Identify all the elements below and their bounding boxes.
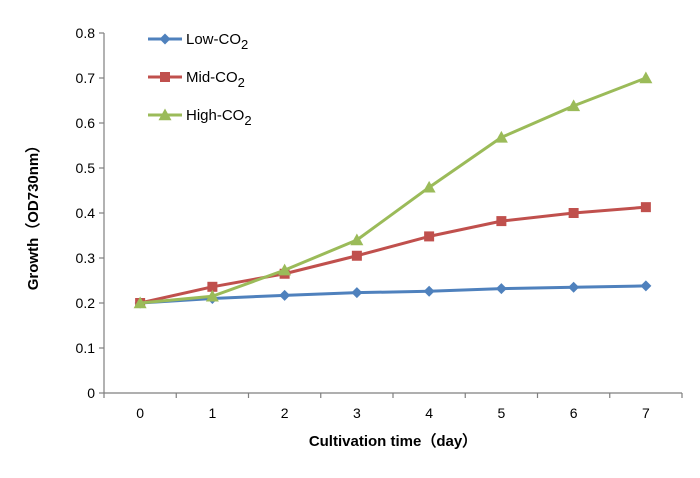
series-line	[139, 76, 647, 305]
series-high-co	[133, 71, 653, 309]
series-layer	[133, 71, 653, 309]
legend-label: Low-CO2	[186, 31, 248, 52]
data-point	[207, 281, 218, 292]
data-point	[279, 289, 291, 301]
data-point	[640, 202, 651, 213]
y-axis-title: Growth（OD730nm）	[24, 138, 42, 291]
y-tick-label: 0.3	[76, 250, 96, 266]
y-tick-label: 0.1	[76, 340, 96, 356]
legend-marker	[159, 33, 171, 45]
x-axis-title: Cultivation time（day）	[309, 432, 477, 450]
legend-label: Mid-CO2	[186, 69, 245, 90]
data-point	[494, 130, 508, 143]
x-tick-label: 5	[497, 405, 505, 421]
data-point	[205, 289, 219, 302]
data-point	[640, 280, 652, 292]
data-point	[351, 250, 362, 261]
legend-marker	[158, 108, 172, 121]
data-point	[424, 231, 435, 242]
data-point	[639, 71, 653, 84]
y-tick-label: 0.2	[76, 295, 96, 311]
y-tick-label: 0.4	[76, 205, 96, 221]
series-line	[139, 205, 646, 305]
data-point	[568, 281, 580, 293]
data-point	[351, 287, 363, 299]
legend-entry: Low-CO2	[148, 31, 248, 52]
legend: Low-CO2 Mid-CO2 High-CO2	[148, 31, 252, 128]
data-point	[278, 263, 292, 276]
y-axis-ticks: 0 0.1 0.2 0.3 0.4 0.5 0.6 0.7 0.8	[76, 25, 104, 401]
data-point	[422, 180, 436, 193]
x-tick-label: 2	[281, 405, 289, 421]
legend-entry: High-CO2	[148, 107, 252, 128]
legend-entry: Mid-CO2	[148, 69, 245, 90]
legend-marker	[160, 72, 170, 82]
data-point	[133, 296, 147, 309]
data-point	[496, 216, 507, 227]
data-point	[495, 283, 507, 295]
x-tick-label: 7	[642, 405, 650, 421]
series-line	[140, 284, 646, 305]
x-tick-label: 6	[570, 405, 578, 421]
data-point	[568, 208, 579, 218]
data-point	[350, 233, 364, 246]
data-point	[567, 99, 581, 112]
x-tick-label: 3	[353, 405, 361, 421]
legend-label: High-CO2	[186, 107, 252, 128]
x-tick-label: 0	[136, 405, 144, 421]
axes: 0 0.1 0.2 0.3 0.4 0.5 0.6 0.7 0.8 0 1 2 3 4 5 6 7	[76, 25, 683, 421]
y-tick-label: 0.6	[76, 115, 96, 131]
y-tick-label: 0	[87, 385, 95, 401]
x-tick-label: 4	[425, 405, 433, 421]
y-tick-label: 0.5	[76, 160, 96, 176]
x-axis-ticks: 0 1 2 3 4 5 6 7	[103, 393, 683, 421]
data-point	[423, 285, 435, 297]
x-tick-label: 1	[208, 405, 216, 421]
y-tick-label: 0.8	[76, 25, 96, 41]
y-tick-label: 0.7	[76, 70, 96, 86]
